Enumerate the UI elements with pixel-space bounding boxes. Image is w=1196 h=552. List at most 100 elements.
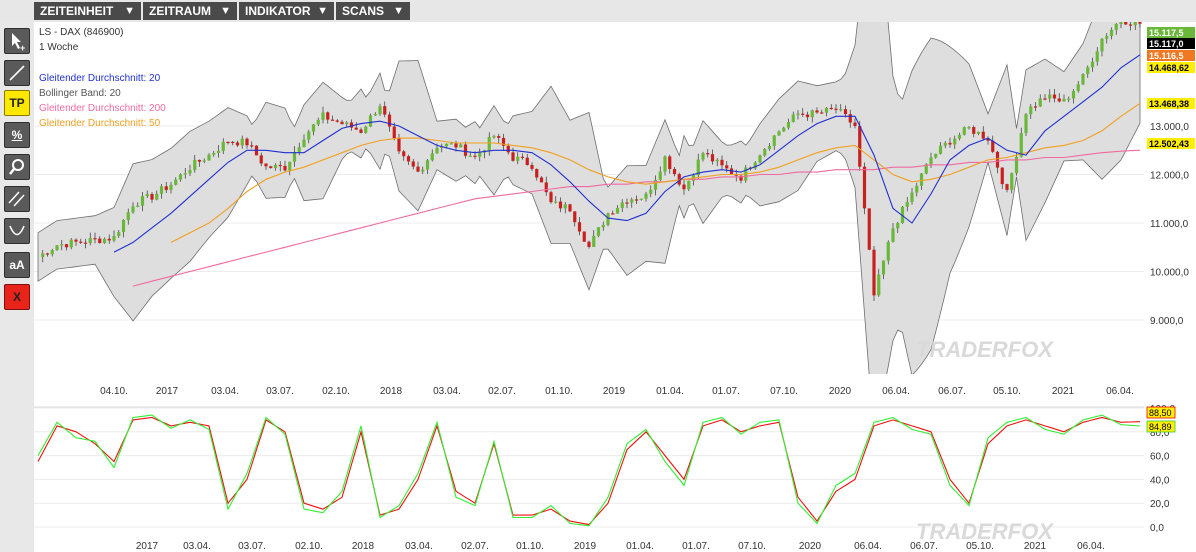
candle-body [155, 193, 159, 200]
candle-body [516, 156, 520, 161]
svg-text:+: + [20, 43, 25, 53]
candle-body [539, 177, 544, 183]
font-size-tool-button[interactable]: aA [4, 252, 30, 278]
candle-body [915, 185, 919, 193]
candle-body [905, 201, 909, 207]
candle-body [326, 112, 330, 120]
candle-body [316, 119, 320, 125]
candle-body [1071, 90, 1076, 99]
candle-body [444, 143, 449, 147]
menu-scans[interactable]: SCANS ▼ [336, 2, 410, 20]
legend-ma20: Gleitender Durchschnitt: 20 [39, 73, 161, 84]
channel-tool-button[interactable] [4, 186, 30, 212]
cursor-add-icon: + [12, 33, 25, 53]
font-size-icon: aA [9, 258, 25, 272]
time-tick-label: 03.04. [433, 386, 461, 397]
candle-body [924, 164, 928, 174]
candle-body [169, 184, 173, 190]
time-tick-label: 03.04. [211, 386, 239, 397]
oscillator-tag-box [1146, 406, 1176, 419]
menu-zeiteinheit[interactable]: ZEITEINHEIT ▼ [34, 2, 141, 20]
percent-tool-button[interactable]: % [4, 122, 30, 148]
time-tick-label: 04.10. [100, 386, 128, 397]
candle-body [948, 142, 952, 145]
candle-body [1076, 84, 1080, 91]
candle-body [41, 253, 45, 258]
menu-indikator[interactable]: INDIKATOR ▼ [239, 2, 334, 20]
menu-zeitraum[interactable]: ZEITRAUM ▼ [143, 2, 237, 20]
candle-body [620, 202, 624, 208]
candle-body [492, 136, 496, 138]
candle-body [644, 193, 648, 199]
candle-body [245, 138, 249, 146]
candle-body [530, 165, 534, 169]
candle-body [93, 238, 97, 240]
candle-body [231, 141, 235, 144]
candle-body [1086, 67, 1090, 75]
price-tick-label: 12.000,0 [1150, 171, 1189, 182]
trendline-icon [9, 65, 25, 81]
candle-body [786, 122, 791, 128]
arc-tool-button[interactable] [4, 218, 30, 244]
time-tick-label: 2019 [603, 386, 626, 397]
candle-body [345, 122, 349, 125]
price-chart[interactable]: TRADERFOX LS - DAX (846900) 1 Woche Glei… [34, 22, 1196, 552]
candle-body [107, 238, 111, 241]
candle-body [131, 206, 135, 213]
candle-body [568, 204, 572, 212]
candle-body [782, 127, 786, 132]
candle-body [1090, 61, 1095, 68]
time-tick-label: 01.10. [516, 541, 544, 552]
oscillator-signal-line [37, 416, 1141, 526]
candle-body [340, 121, 344, 125]
tp-tool-button[interactable]: TP [4, 90, 30, 116]
zoom-tool-button[interactable] [4, 154, 30, 180]
time-tick-label: 03.04. [405, 541, 433, 552]
candle-body [682, 184, 686, 190]
candle-body [995, 151, 1000, 168]
candle-body [615, 207, 620, 214]
candle-body [877, 274, 881, 296]
candle-body [1124, 22, 1128, 25]
time-tick-label: 03.07. [238, 541, 266, 552]
price-tag-label: 12.502,43 [1149, 139, 1189, 149]
candle-body [421, 169, 425, 172]
chart-timeframe: 1 Woche [39, 42, 79, 53]
candle-body [1081, 74, 1085, 85]
candle-body [558, 201, 563, 209]
candle-body [136, 205, 140, 207]
candle-body [663, 156, 667, 172]
candle-body [402, 151, 406, 157]
candle-body [283, 165, 287, 171]
candle-body [364, 126, 368, 133]
select-tool-button[interactable]: + [4, 28, 30, 54]
candle-body [226, 141, 230, 144]
delete-tool-button[interactable]: X [4, 284, 30, 310]
time-tick-label: 2018 [352, 541, 375, 552]
candle-body [824, 107, 829, 113]
price-tag-label: 13.468,38 [1149, 99, 1189, 109]
percent-icon: % [11, 128, 23, 142]
candle-body [425, 160, 430, 170]
candle-body [772, 135, 776, 146]
candle-body [957, 134, 962, 139]
menu-bar: ZEITEINHEIT ▼ ZEITRAUM ▼ INDIKATOR ▼ SCA… [0, 0, 1196, 22]
time-tick-label: 02.07. [488, 386, 516, 397]
candle-body [64, 244, 69, 248]
candle-body [435, 147, 439, 154]
candle-body [235, 142, 240, 146]
parallel-lines-icon [8, 191, 25, 207]
candle-body [302, 139, 306, 148]
trendline-tool-button[interactable] [4, 60, 30, 86]
candle-body [1114, 24, 1118, 30]
candle-body [1133, 22, 1137, 26]
candle-body [653, 179, 658, 190]
candle-body [919, 173, 924, 186]
candle-body [991, 140, 995, 152]
candle-body [891, 228, 895, 242]
drawing-toolbar: + TP % aA X [0, 22, 34, 552]
candle-body [706, 153, 710, 155]
price-tag-box [1147, 38, 1195, 49]
menu-label: ZEITEINHEIT [40, 4, 114, 18]
candle-body [601, 224, 605, 228]
